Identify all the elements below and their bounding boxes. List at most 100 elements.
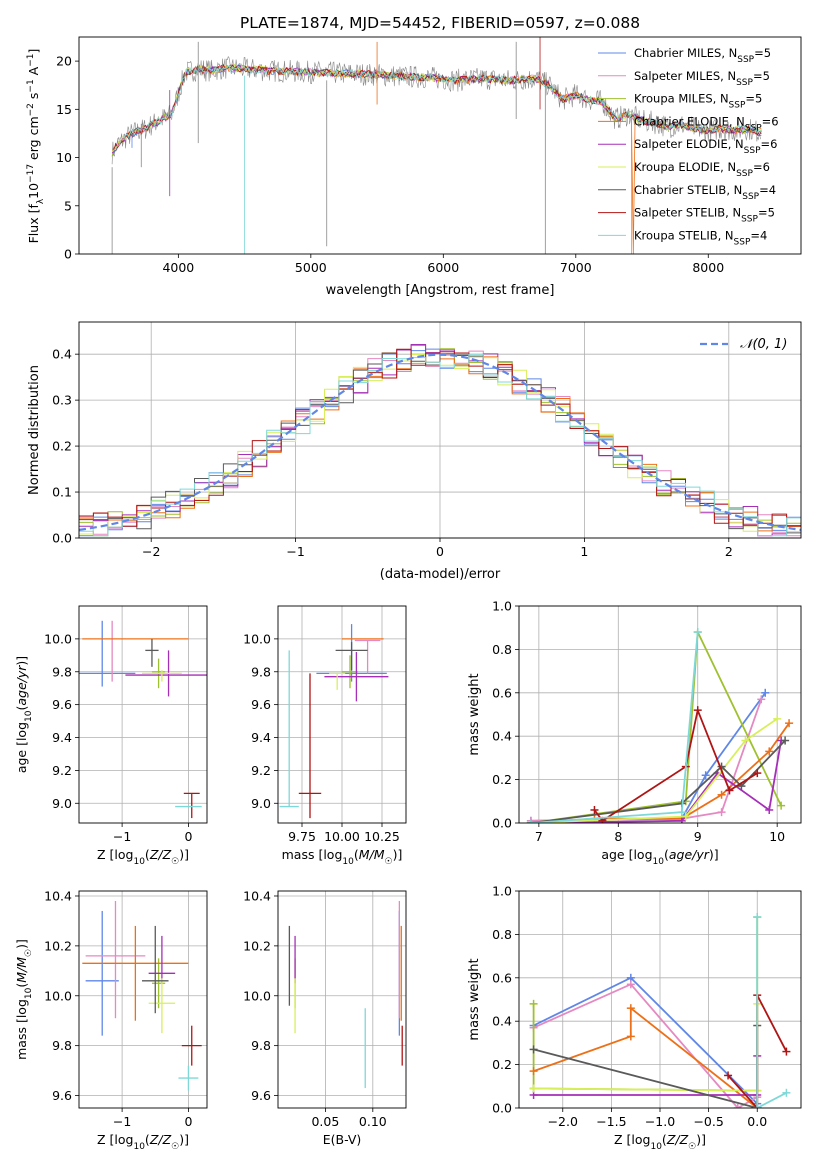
spectrum-model-line [111,65,762,151]
axes-frame [78,890,208,1109]
weight-series-line [530,628,782,823]
y-tick-label: 20 [56,54,72,69]
weight-series-line [530,718,778,823]
axes-frame [518,890,802,1109]
panel-mass_vs_EBV: 0.05 0.10 9.6 9.8 10.0 10.2 10.4 E(B-V) [243,888,407,1147]
x-tick-label: 7000 [560,260,592,275]
y-tick-label: 0.2 [52,439,72,454]
plot-area [111,37,762,254]
x-axis-label: Z [log10(Z/Z☉)] [97,1132,189,1152]
y-tick-label: 1.0 [492,884,512,899]
y-tick-label: 10.0 [243,631,271,646]
y-axis-label: age [log10(age/yr)] [14,656,34,773]
y-axis-label: mass weight [467,673,482,755]
x-axis-label: Z [log10(Z/Z☉)] [614,1132,706,1152]
y-tick-label: 10.2 [44,938,72,953]
x-tick-label: 10.25 [364,829,400,844]
x-tick-label: −1.0 [645,1114,675,1129]
weight-series-line [530,699,763,822]
normal-curve [79,353,801,531]
axes-frame [277,605,407,824]
x-tick-label: 9 [694,829,702,844]
y-axis-label: mass weight [467,958,482,1040]
y-tick-label: 0 [64,247,72,262]
weight-series-line [530,739,786,823]
x-tick-label: 1 [580,544,588,559]
plot-area [279,624,389,819]
y-tick-label: 9.8 [251,1038,271,1053]
panel-residuals: −2 −1 0 1 2 0.0 0.1 0.2 0.3 0.4 (data-model)/error… [27,321,802,582]
legend: 𝒩(0, 1) [700,337,787,352]
plot-area [288,900,403,1089]
y-tick-label: 5 [64,198,72,213]
y-tick-label: 9.2 [251,763,271,778]
x-tick-label: 6000 [427,260,459,275]
panel-spectrum: 4000 5000 6000 7000 8000 0 5 10 15 20 wavelength [… [26,36,802,298]
y-tick-label: 9.6 [52,697,72,712]
y-tick-label: 0.0 [492,1101,512,1116]
y-tick-label: 0.2 [492,772,512,787]
x-tick-label: −1 [113,829,131,844]
y-tick-label: 0.1 [52,485,72,500]
y-tick-label: 0.4 [492,1014,512,1029]
x-tick-label: −2 [142,544,160,559]
panel-mass_vs_Z: −1 0 9.6 9.8 10.0 10.2 10.4 Z [log10(Z/Z☉)] mass… [14,888,208,1152]
weight-series-line [530,631,699,823]
legend-entry: Salpeter MILES, NSSP=5 [634,69,770,88]
y-tick-label: 10.2 [243,938,271,953]
x-tick-label: 8 [614,829,622,844]
y-tick-label: 9.0 [52,796,72,811]
x-tick-label: 0 [184,829,192,844]
histogram-series [79,353,801,537]
y-axis-label: mass [log10(M/M☉)] [14,939,34,1060]
x-tick-label: 0 [184,1114,192,1129]
y-tick-label: 9.8 [251,664,271,679]
weight-series-line [530,692,767,822]
y-axis-label: Normed distribution [27,365,42,495]
x-tick-label: 0.05 [311,1114,339,1129]
axes-frame [277,890,407,1109]
y-tick-label: 9.6 [52,1088,72,1103]
x-tick-label: −2.0 [548,1114,578,1129]
x-tick-label: 0.10 [359,1114,387,1129]
x-tick-label: 7 [535,829,543,844]
y-tick-label: 9.8 [52,1038,72,1053]
y-tick-label: 9.0 [251,796,271,811]
legend-entry: Salpeter STELIB, NSSP=5 [634,206,775,225]
x-axis-label: (data-model)/error [380,567,501,582]
y-tick-label: 9.6 [251,697,271,712]
x-tick-label: −1 [113,1114,131,1129]
weight-series-line [533,983,758,1108]
legend: Chabrier MILES, NSSP=5 Salpeter MILES, NS… [598,46,779,247]
x-tick-label: 8000 [692,260,724,275]
weight-series-line [533,976,758,1105]
panel-weight_vs_Z: −2.0 −1.5 −1.0 −0.5 0.0 0.0 0.2 0.4 0.6 0.8 1.0 Z [… [467,884,802,1152]
x-tick-label: −1.5 [596,1114,626,1129]
legend-entry: Chabrier ELODIE, NSSP=6 [634,114,779,133]
x-axis-label: E(B-V) [323,1132,362,1147]
y-tick-label: 0.6 [492,685,512,700]
y-tick-label: 0.0 [52,531,72,546]
x-axis-label: mass [log10(M/M☉)] [282,847,403,867]
plot-area [79,344,801,537]
plot-area [82,900,202,1091]
y-tick-label: 10.0 [243,988,271,1003]
x-tick-label: −1 [286,544,304,559]
weight-series-line [593,707,758,823]
x-tick-label: 0.0 [747,1114,767,1129]
y-tick-label: 10.4 [44,888,72,903]
y-tick-label: 10.4 [243,888,271,903]
y-tick-label: 9.4 [52,730,72,745]
legend-entry: Kroupa MILES, NSSP=5 [634,92,762,111]
histogram-series [79,348,801,527]
x-axis-label: wavelength [Angstrom, rest frame] [326,283,555,298]
legend-entry: Chabrier MILES, NSSP=5 [634,46,771,65]
legend-entry: 𝒩(0, 1) [740,337,787,352]
x-tick-label: 0 [436,544,444,559]
y-tick-label: 0.3 [52,393,72,408]
axes-frame [78,605,208,824]
x-tick-label: 10 [769,829,785,844]
weight-series-line [756,917,787,1108]
axes-frame [518,605,802,824]
